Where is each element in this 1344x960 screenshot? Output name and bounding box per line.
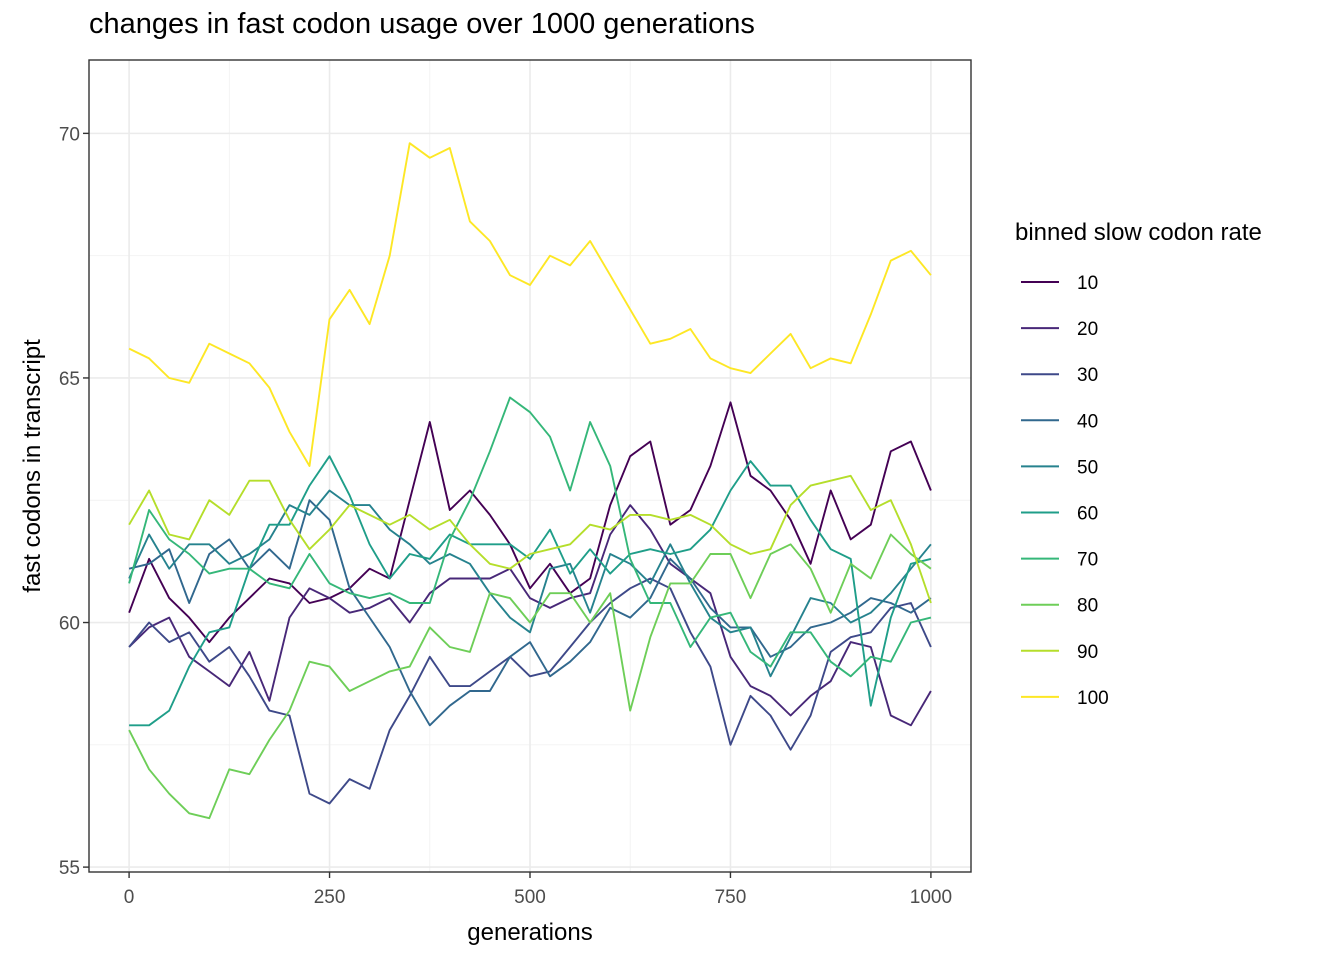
legend-label-100: 100: [1077, 688, 1109, 709]
legend-label-60: 60: [1077, 504, 1098, 525]
series-line-100: [128, 142, 932, 467]
series-line-30: [128, 577, 932, 805]
series-line-60: [129, 455, 932, 727]
x-tick-label: 250: [314, 887, 346, 908]
legend-label-20: 20: [1077, 319, 1098, 340]
x-tick-label: 500: [514, 887, 546, 908]
x-tick-label: 1000: [910, 887, 952, 908]
legend-label-70: 70: [1077, 550, 1098, 571]
series-line-70: [128, 396, 932, 678]
legend-label-30: 30: [1077, 365, 1098, 386]
x-axis-title: generations: [467, 919, 592, 946]
chart-title: changes in fast codon usage over 1000 ge…: [89, 8, 755, 40]
series-line-90: [128, 474, 932, 604]
series-line-80: [128, 533, 932, 820]
series-lines: [128, 142, 932, 820]
y-tick-label: 60: [59, 614, 80, 635]
legend-label-10: 10: [1077, 273, 1098, 294]
grid-lines: [89, 60, 971, 872]
legend-label-40: 40: [1077, 411, 1098, 432]
series-line-40: [128, 499, 932, 727]
legend-label-90: 90: [1077, 642, 1098, 663]
y-tick-label: 55: [59, 858, 80, 879]
y-tick-label: 70: [59, 124, 80, 145]
legend-title: binned slow codon rate: [1015, 219, 1262, 246]
series-line-10: [128, 401, 932, 644]
x-tick-label: 750: [715, 887, 747, 908]
legend-label-50: 50: [1077, 457, 1098, 478]
x-tick-label: 0: [124, 887, 135, 908]
series-line-20: [128, 504, 932, 727]
y-axis-title: fast codons in transcript: [19, 339, 46, 593]
legend: binned slow codon rate 10 20 30 40 50 60 70 80 9…: [1015, 219, 1262, 709]
series-line-50: [128, 489, 932, 678]
legend-label-80: 80: [1077, 596, 1098, 617]
axis-ticks: 0 250 500 750 1000 55 60 65 70: [59, 124, 952, 908]
y-tick-label: 65: [59, 369, 80, 390]
